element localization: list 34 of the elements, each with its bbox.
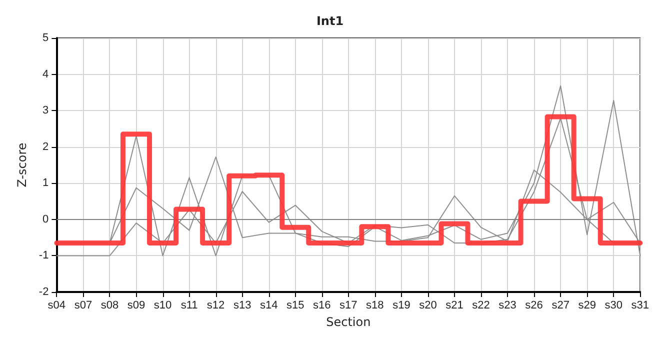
y-tick-label: 5 (42, 32, 49, 44)
x-tick-label: s09 (127, 300, 146, 312)
y-tick-label: -1 (38, 250, 49, 262)
x-tick-label: s17 (340, 300, 358, 312)
x-tick-label: s07 (74, 300, 92, 312)
y-tick-label: 4 (42, 68, 49, 80)
x-tick-label: s04 (48, 300, 66, 312)
y-tick-label: 2 (42, 140, 49, 153)
x-tick-label: s26 (525, 300, 543, 312)
x-tick-label: s12 (206, 300, 225, 312)
y-tick-label: 0 (42, 213, 49, 226)
x-tick-label: s11 (180, 300, 198, 312)
x-tick-label: s19 (392, 300, 410, 312)
x-tick-label: s23 (498, 300, 516, 312)
x-tick-label: s22 (472, 300, 490, 312)
x-tick-label: s21 (446, 300, 464, 312)
y-tick-label: -2 (38, 286, 49, 298)
x-tick-label: s13 (233, 300, 252, 312)
x-tick-label: s27 (552, 300, 570, 312)
x-tick-label: s18 (366, 300, 384, 312)
x-tick-label: s15 (286, 300, 304, 312)
x-tick-label: s14 (260, 300, 278, 312)
x-tick-label: s08 (100, 300, 119, 312)
y-axis-title: Z-score (15, 142, 29, 188)
x-tick-label: s31 (631, 300, 650, 312)
x-tick-label: s20 (419, 300, 437, 312)
x-tick-label: s10 (154, 300, 172, 312)
x-axis-title: Section (326, 314, 371, 329)
y-tick-label: 1 (42, 177, 49, 190)
y-tick-label: 3 (42, 104, 49, 117)
x-tick-label: s29 (578, 300, 596, 312)
x-tick-label: s30 (604, 300, 622, 312)
chart-title: Int1 (316, 14, 344, 28)
x-tick-label: s16 (313, 300, 331, 312)
